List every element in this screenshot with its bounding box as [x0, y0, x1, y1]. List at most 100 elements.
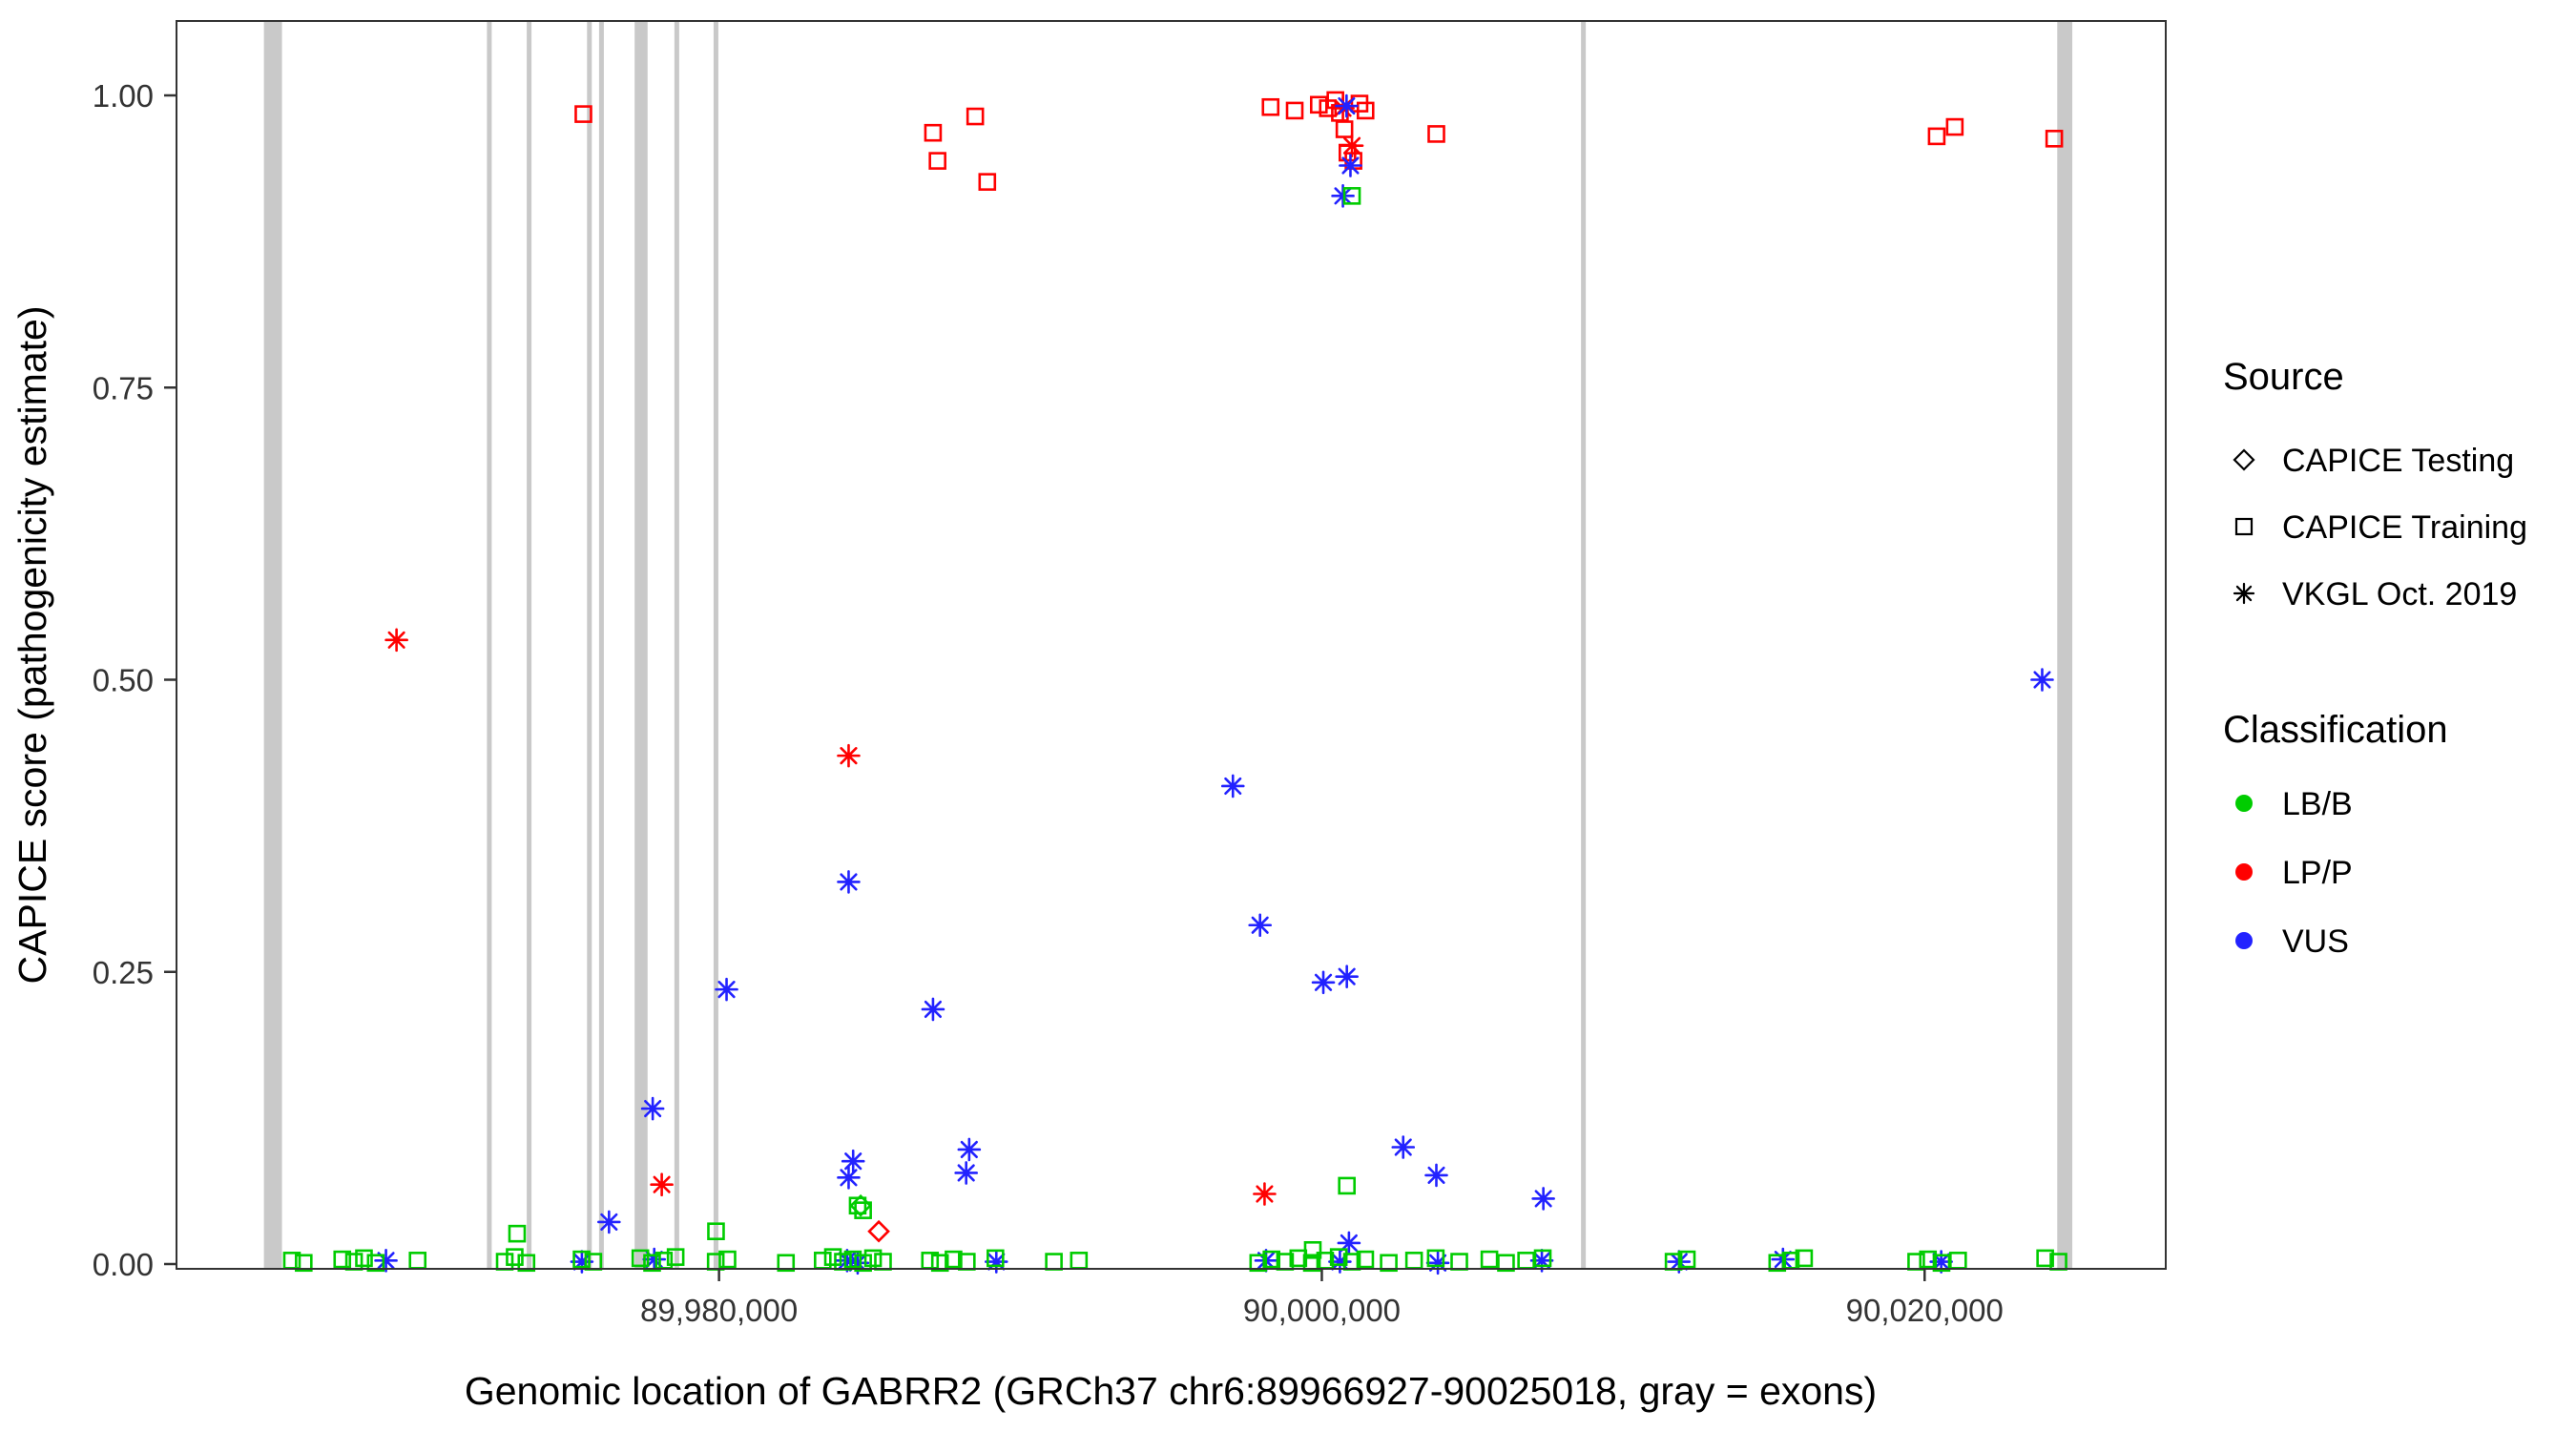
data-point — [408, 1252, 427, 1270]
data-point — [1945, 117, 1964, 136]
data-point — [1404, 1252, 1423, 1270]
data-point — [517, 1254, 536, 1273]
data-point — [987, 1249, 1005, 1268]
data-point — [1285, 101, 1304, 120]
data-point — [1533, 1249, 1552, 1268]
x-tick-label: 89,980,000 — [640, 1293, 798, 1328]
data-point — [966, 107, 985, 126]
data-point — [597, 1210, 621, 1234]
data-point — [2036, 1249, 2054, 1268]
data-point — [1677, 1250, 1696, 1269]
data-point — [1927, 127, 1946, 146]
data-point — [954, 1161, 978, 1185]
data-point — [1932, 1254, 1951, 1273]
data-point — [1427, 125, 1445, 143]
data-point — [643, 1254, 661, 1273]
data-point — [921, 997, 945, 1022]
data-point — [1338, 1176, 1356, 1195]
data-point — [1342, 187, 1361, 205]
exon-bar — [598, 21, 604, 1269]
data-point — [1356, 101, 1375, 120]
classification-dot-icon — [2235, 795, 2253, 812]
data-point — [1531, 1187, 1555, 1211]
data-point — [642, 1247, 667, 1272]
data-point — [666, 1248, 685, 1266]
plot-panel — [263, 21, 2073, 1269]
exon-bar — [1581, 21, 1587, 1269]
y-tick-label: 1.00 — [93, 78, 154, 114]
data-point — [366, 1254, 385, 1273]
data-point — [1253, 1182, 1277, 1206]
square-icon — [2234, 517, 2254, 536]
data-point — [1480, 1250, 1499, 1269]
legend: Source CAPICE Testing CAPICE Training VKGL … — [2223, 356, 2527, 960]
data-point — [1335, 120, 1354, 138]
legend-item-lp-p: LP/P — [2282, 855, 2353, 891]
data-point — [570, 1250, 594, 1274]
data-point — [863, 1249, 883, 1268]
x-tick-label: 90,000,000 — [1243, 1293, 1401, 1328]
data-point — [384, 628, 408, 653]
data-point — [984, 1250, 1008, 1274]
data-point — [1426, 1249, 1445, 1268]
classification-dot-icon — [2235, 863, 2253, 881]
data-point — [777, 1254, 796, 1273]
y-tick-label: 0.50 — [93, 663, 154, 698]
data-point — [333, 1250, 352, 1269]
data-point — [1331, 184, 1355, 208]
data-point — [928, 152, 946, 170]
exon-bar — [527, 21, 532, 1269]
y-tick-label: 0.00 — [93, 1247, 154, 1282]
data-point — [1424, 1163, 1448, 1188]
data-point — [1045, 1253, 1063, 1271]
data-point — [1949, 1252, 1967, 1270]
data-point — [1328, 1250, 1352, 1274]
data-point — [1380, 1254, 1398, 1273]
data-point — [2045, 130, 2064, 148]
data-point — [924, 123, 943, 142]
data-point — [845, 1251, 870, 1275]
data-point — [843, 1250, 862, 1269]
data-point — [1262, 1250, 1280, 1269]
data-point — [1768, 1254, 1787, 1273]
data-point — [1795, 1249, 1814, 1268]
data-point — [1340, 134, 1364, 157]
exon-bar — [587, 21, 592, 1269]
classification-dot-icon — [2235, 932, 2253, 949]
data-point — [1248, 913, 1272, 938]
data-point — [1919, 1250, 1938, 1269]
data-point — [1070, 1252, 1089, 1270]
exon-bar — [487, 21, 492, 1269]
data-point — [631, 1249, 650, 1268]
data-point — [574, 105, 592, 123]
data-point — [506, 1248, 524, 1266]
data-point — [835, 1249, 860, 1273]
x-tick-label: 90,020,000 — [1846, 1293, 2004, 1328]
data-point — [837, 870, 861, 894]
data-point — [1289, 1249, 1308, 1268]
data-point — [1335, 93, 1359, 118]
exon-bar — [263, 21, 282, 1269]
data-point — [1249, 1254, 1268, 1273]
legend-item-vkgl-oct-2019: VKGL Oct. 2019 — [2282, 576, 2517, 612]
data-point — [355, 1249, 373, 1268]
exon-bar — [634, 21, 648, 1269]
data-point — [1311, 970, 1336, 995]
data-point — [508, 1224, 527, 1243]
legend-classification-title: Classification — [2223, 709, 2448, 751]
data-point — [495, 1253, 514, 1271]
data-point — [930, 1254, 949, 1273]
data-point — [295, 1254, 313, 1273]
data-point — [945, 1250, 963, 1269]
data-point — [1309, 95, 1328, 114]
data-point — [572, 1250, 591, 1269]
data-point — [1337, 1231, 1361, 1255]
legend-item-capice-testing: CAPICE Testing — [2282, 443, 2514, 479]
data-point — [374, 1249, 398, 1273]
data-point — [707, 1222, 725, 1240]
exon-bar — [674, 21, 679, 1269]
data-point — [854, 1254, 872, 1273]
panel-border — [176, 20, 2167, 1270]
x-axis-title: Genomic location of GABRR2 (GRCh37 chr6:… — [465, 1369, 1877, 1413]
